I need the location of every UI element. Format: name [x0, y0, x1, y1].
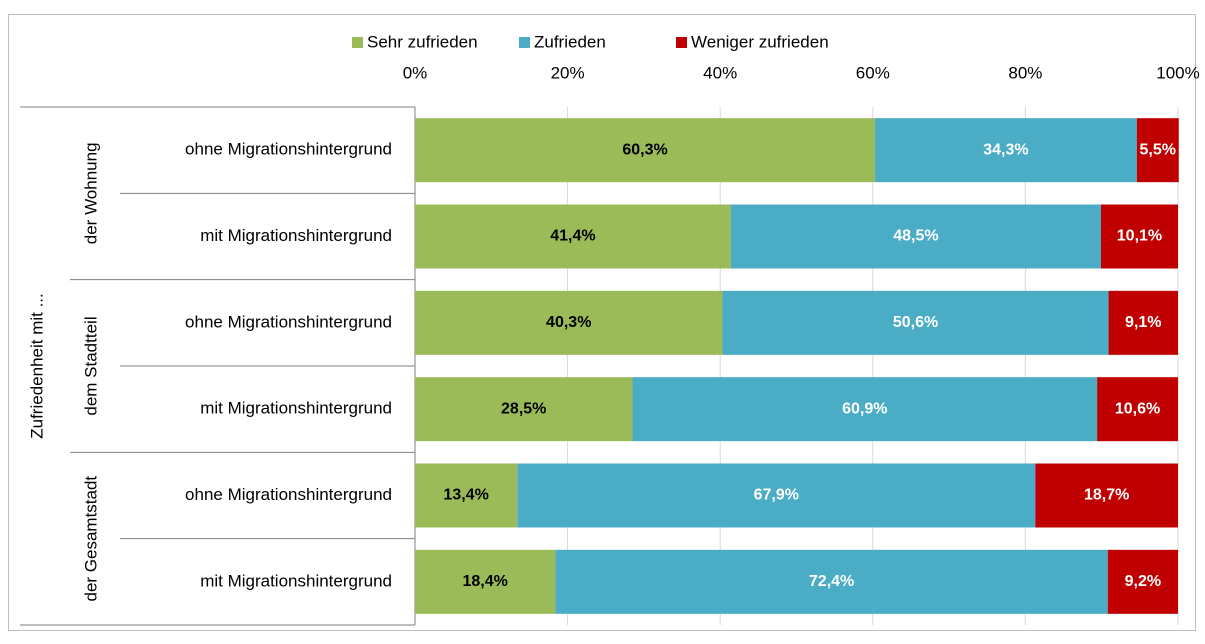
bar-segment — [1035, 463, 1178, 528]
x-tick-label: 40% — [703, 63, 737, 82]
group-label: dem Stadtteil — [81, 316, 100, 415]
group-label: der Gesamtstadt — [81, 476, 100, 602]
bar-segment — [555, 549, 1108, 614]
y-tick-label: ohne Migrationshintergrund — [185, 140, 392, 159]
y-axis-title: Zufriedenheit mit ... — [27, 293, 46, 439]
data-label: 34,3% — [983, 141, 1028, 158]
y-tick-label: ohne Migrationshintergrund — [185, 485, 392, 504]
x-tick-label: 80% — [1008, 63, 1042, 82]
data-label: 10,6% — [1115, 400, 1160, 417]
data-label: 9,1% — [1125, 314, 1161, 331]
bar-segment — [517, 463, 1036, 528]
data-label: 5,5% — [1140, 141, 1176, 158]
y-tick-label: mit Migrationshintergrund — [200, 399, 392, 418]
bar-segment — [1100, 204, 1178, 269]
data-label: 28,5% — [501, 400, 546, 417]
bar-segment — [415, 549, 556, 614]
x-tick-label: 60% — [856, 63, 890, 82]
data-label: 40,3% — [546, 314, 591, 331]
data-label: 13,4% — [443, 487, 488, 504]
data-label: 10,1% — [1117, 228, 1162, 245]
legend-swatch — [352, 37, 363, 48]
data-label: 18,7% — [1084, 487, 1129, 504]
data-label: 60,3% — [622, 141, 667, 158]
y-tick-label: mit Migrationshintergrund — [200, 226, 392, 245]
legend-swatch — [676, 37, 687, 48]
data-label: 9,2% — [1125, 573, 1161, 590]
x-tick-label: 0% — [403, 63, 428, 82]
bar-segment — [722, 290, 1109, 355]
legend-label: Zufrieden — [534, 32, 606, 51]
bar-segment — [632, 377, 1098, 442]
bar-segment — [415, 204, 731, 269]
bar-segment — [415, 290, 723, 355]
data-label: 41,4% — [550, 228, 595, 245]
bar-segment — [415, 377, 633, 442]
x-tick-label: 20% — [551, 63, 585, 82]
bar-segment — [1136, 118, 1179, 183]
bar-segment — [1107, 549, 1178, 614]
bar-segment — [415, 118, 876, 183]
legend-label: Sehr zufrieden — [367, 32, 478, 51]
data-label: 50,6% — [893, 314, 938, 331]
data-label: 48,5% — [893, 228, 938, 245]
data-label: 18,4% — [463, 573, 508, 590]
data-label: 72,4% — [809, 573, 854, 590]
y-tick-label: ohne Migrationshintergrund — [185, 312, 392, 331]
data-label: 67,9% — [754, 487, 799, 504]
data-label: 60,9% — [842, 400, 887, 417]
y-tick-label: mit Migrationshintergrund — [200, 571, 392, 590]
legend-label: Weniger zufrieden — [691, 32, 829, 51]
group-label: der Wohnung — [81, 142, 100, 244]
bar-segment — [730, 204, 1101, 269]
bar-segment — [875, 118, 1137, 183]
bar-segment — [1097, 377, 1178, 442]
legend-swatch — [519, 37, 530, 48]
bar-segment — [1108, 290, 1178, 355]
x-tick-label: 100% — [1156, 63, 1199, 82]
bar-segment — [415, 463, 518, 528]
